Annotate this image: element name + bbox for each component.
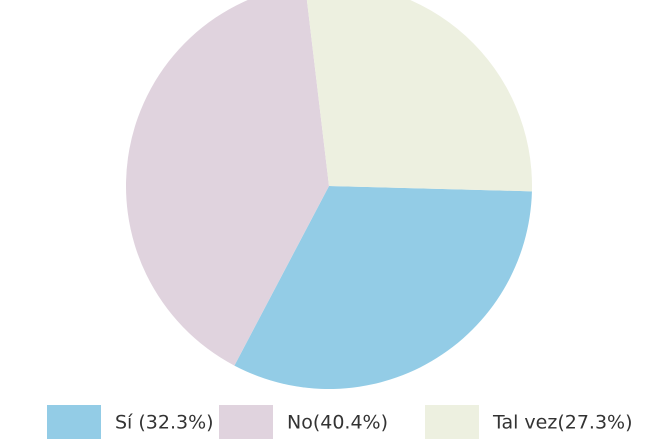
legend-label: Tal vez(27.3%) [492,412,633,434]
legend-swatch [47,405,101,439]
legend-swatch [425,405,479,439]
legend-label: No(40.4%) [287,412,388,434]
pie-slice [306,0,532,192]
pie-slice [126,0,329,366]
legend-swatch [219,405,273,439]
legend-label: Sí (32.3%) [115,412,214,434]
pie-slice [234,186,532,389]
